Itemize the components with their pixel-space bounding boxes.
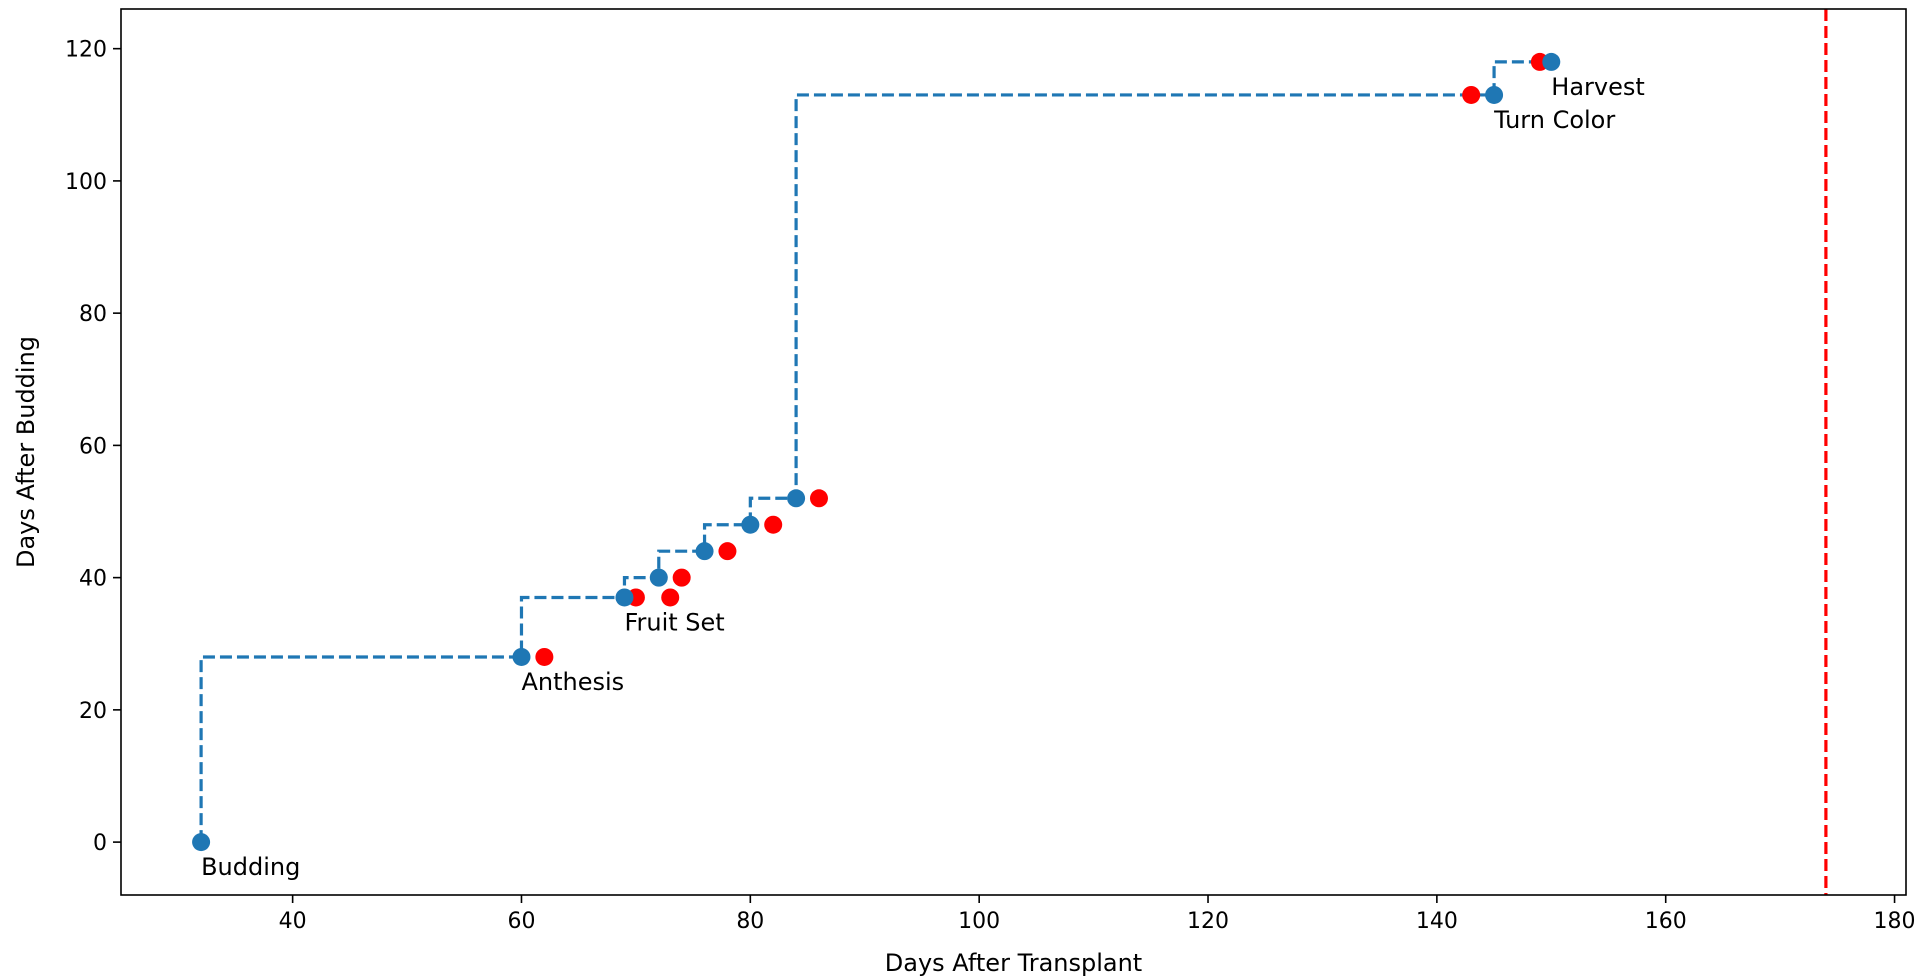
red-point	[809, 489, 828, 508]
blue-point	[1542, 52, 1561, 71]
step-line	[199, 60, 1552, 843]
y-tick-label: 0	[93, 831, 107, 856]
y-axis-label: Days After Budding	[12, 336, 40, 568]
annotation-label: Anthesis	[521, 668, 624, 696]
y-tick-label: 40	[79, 567, 107, 592]
annotation-label: Fruit Set	[624, 608, 724, 636]
annotation-label: Budding	[201, 853, 300, 881]
x-tick-label: 40	[279, 909, 307, 934]
y-tick-label: 20	[79, 699, 107, 724]
x-tick-label: 80	[736, 909, 764, 934]
x-tick-label: 160	[1645, 909, 1687, 934]
y-tick-label: 60	[79, 434, 107, 459]
blue-point	[192, 833, 211, 852]
y-tick-label: 80	[79, 302, 107, 327]
red-point	[672, 568, 691, 587]
plot-frame	[120, 8, 1907, 896]
blue-point	[649, 568, 668, 587]
red-point	[764, 515, 783, 534]
red-point	[661, 588, 680, 607]
plot-area: Budding Anthesis Fruit Set Turn Color Harves…	[192, 9, 1828, 895]
axes: 40 60 80 100 120 140 160 180 0 20 40 60 80 100 120	[65, 38, 1916, 934]
x-axis-label: Days After Transplant	[885, 949, 1142, 977]
blue-point	[615, 588, 634, 607]
x-tick-label: 120	[1187, 909, 1229, 934]
blue-point	[787, 489, 806, 508]
red-point	[1462, 85, 1481, 104]
annotation-label: Turn Color	[1493, 106, 1615, 134]
x-tick-label: 60	[507, 909, 535, 934]
blue-point	[1485, 85, 1504, 104]
annotation-label: Harvest	[1551, 73, 1645, 101]
blue-point	[741, 515, 760, 534]
red-point	[535, 647, 554, 666]
x-tick-label: 100	[958, 909, 1000, 934]
x-tick-label: 140	[1416, 909, 1458, 934]
blue-point	[695, 542, 714, 561]
y-tick-label: 120	[65, 38, 107, 63]
x-tick-label: 180	[1874, 909, 1916, 934]
red-point	[718, 542, 737, 561]
blue-point	[512, 647, 531, 666]
y-tick-label: 100	[65, 170, 107, 195]
